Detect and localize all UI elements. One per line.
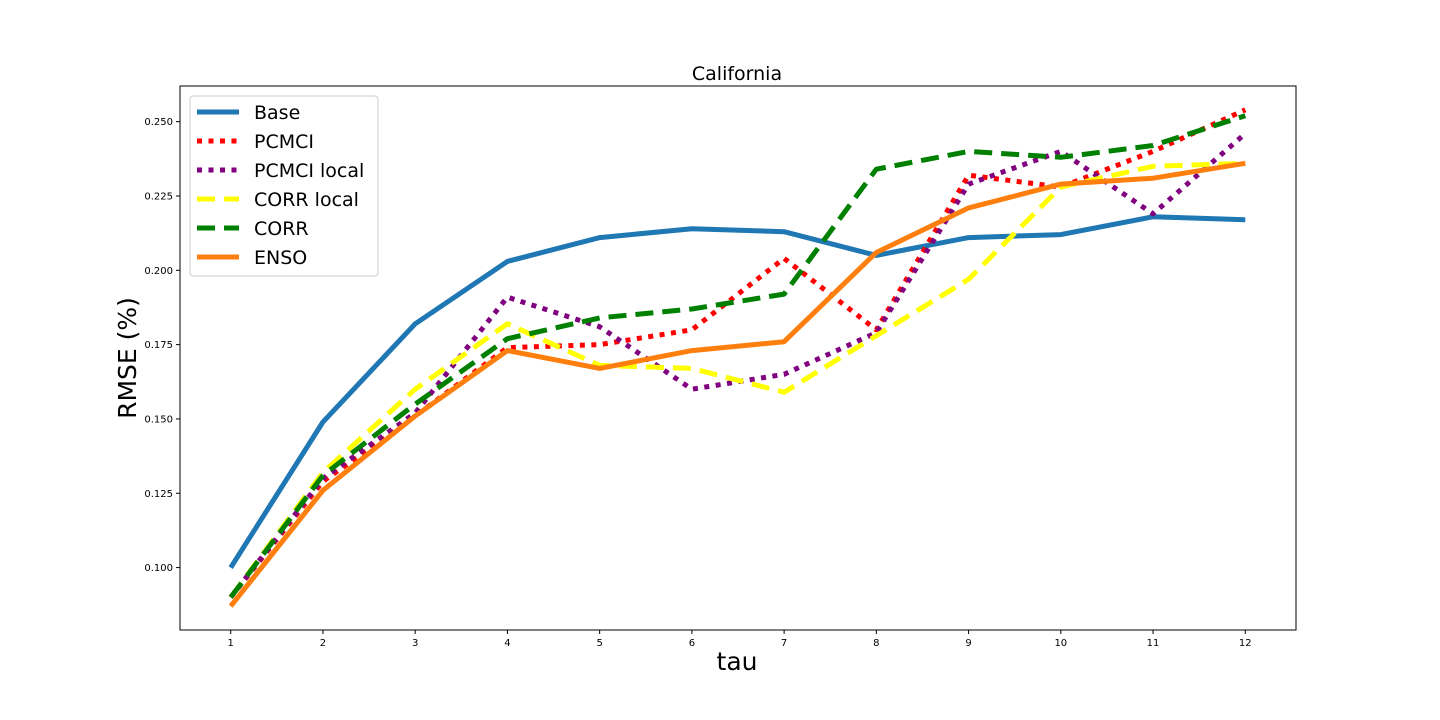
x-tick-label: 11 xyxy=(1147,638,1160,649)
x-axis-label: tau xyxy=(717,647,758,676)
legend-label-pcmci: PCMCI xyxy=(254,131,314,153)
plot-frame xyxy=(179,85,1297,631)
x-tick-label: 5 xyxy=(596,638,602,649)
x-tick-label: 6 xyxy=(689,638,695,649)
chart-title: California xyxy=(692,63,782,85)
series-line-corr xyxy=(228,113,1247,599)
y-tick-label: 0.200 xyxy=(144,266,173,277)
x-tick-label: 2 xyxy=(320,638,326,649)
legend-label-pcmci-local: PCMCI local xyxy=(254,160,364,182)
legend-label-corr-local: CORR local xyxy=(254,189,359,211)
x-tick-label: 1 xyxy=(228,638,234,649)
legend-box xyxy=(189,95,379,277)
y-axis-label: RMSE (%) xyxy=(113,297,142,419)
x-tick-label: 3 xyxy=(412,638,418,649)
y-tick-label: 0.225 xyxy=(144,191,173,202)
legend-label-corr: CORR xyxy=(254,218,309,240)
series-line-base xyxy=(228,214,1246,569)
x-tick-label: 12 xyxy=(1239,638,1252,649)
x-tick-label: 7 xyxy=(781,638,787,649)
y-tick-label: 0.175 xyxy=(144,340,173,351)
series-line-pcmci-local xyxy=(228,131,1247,599)
y-tick-label: 0.125 xyxy=(144,489,173,500)
legend-label-base: Base xyxy=(254,102,300,124)
legend-label-enso: ENSO xyxy=(254,247,307,269)
x-tick-label: 10 xyxy=(1054,638,1067,649)
legend: Base PCMCI PCMCI local CORR local CORR ENSO xyxy=(189,95,379,277)
x-tick-label: 8 xyxy=(873,638,879,649)
x-tick-label: 4 xyxy=(504,638,510,649)
y-tick-label: 0.150 xyxy=(144,414,173,425)
series-line-enso xyxy=(228,160,1246,608)
y-tick-label: 0.250 xyxy=(144,117,173,128)
y-tick-label: 0.100 xyxy=(144,563,173,574)
x-tick-label: 9 xyxy=(965,638,971,649)
plot-area: 1 2 3 4 5 6 7 8 9 10 11 120.1000.1250.1500.1750.200… xyxy=(144,85,1297,649)
